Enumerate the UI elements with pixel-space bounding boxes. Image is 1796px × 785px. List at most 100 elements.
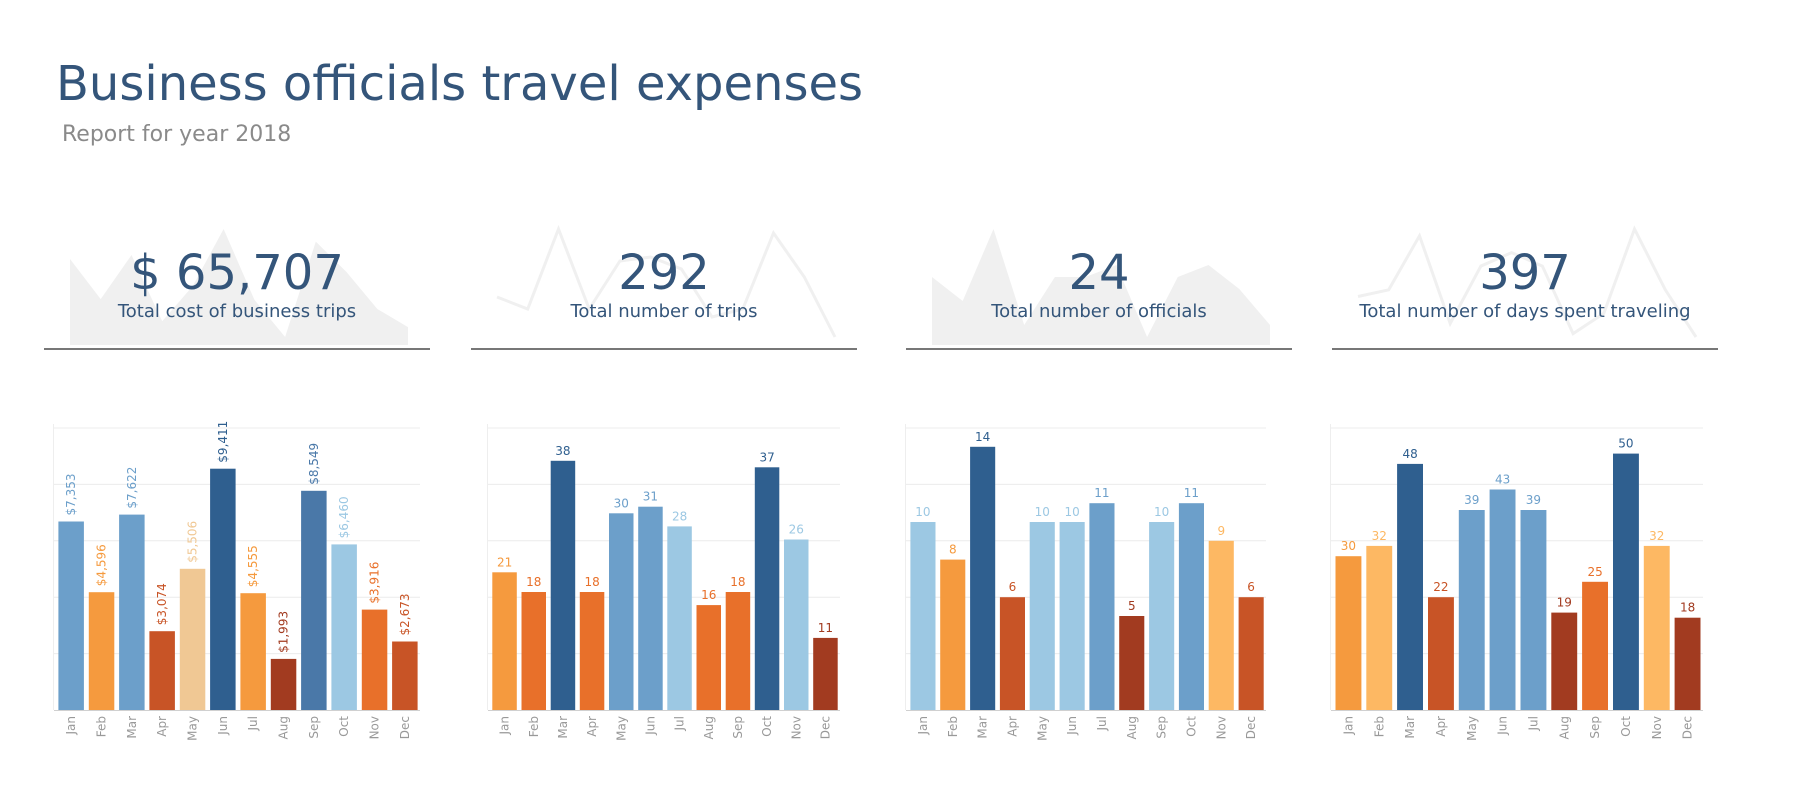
kpi-value: 397 (1479, 245, 1571, 301)
kpi-underline (471, 348, 857, 350)
data-label: 6 (1247, 580, 1255, 594)
bar-mar (1397, 463, 1423, 710)
bar-aug (1119, 616, 1145, 710)
x-tick-label: Nov (1214, 716, 1228, 739)
bar-aug (1551, 612, 1578, 710)
x-tick-label: Aug (1557, 716, 1571, 739)
bar-aug (696, 605, 721, 710)
data-label: $7,353 (64, 474, 78, 516)
data-label: 14 (975, 430, 990, 444)
bar-apr (1428, 597, 1454, 710)
data-label: 5 (1128, 599, 1136, 613)
kpi-sparkline (70, 229, 408, 345)
data-label: 50 (1618, 437, 1633, 451)
bar-jan (910, 522, 936, 710)
data-label: $3,916 (368, 562, 382, 604)
x-tick-label: Jun (643, 716, 657, 736)
sparkline-shape (496, 224, 837, 338)
data-label: 19 (1557, 596, 1572, 610)
bar-jan (1335, 556, 1362, 710)
bar-jul (240, 593, 266, 710)
kpi-underline (44, 348, 430, 350)
x-tick-label: Feb (527, 716, 541, 737)
data-label: 10 (915, 505, 930, 519)
data-label: 10 (1064, 505, 1079, 519)
bar-jul (667, 526, 692, 710)
bar-jan (58, 521, 84, 710)
x-tick-label: Jul (1095, 716, 1109, 731)
sparkline-shape (70, 229, 408, 345)
x-tick-label: Jul (673, 716, 687, 731)
kpi-label: Total number of days spent traveling (1359, 301, 1691, 322)
x-tick-label: May (1035, 716, 1049, 741)
data-label: 38 (555, 444, 570, 458)
data-label: 11 (818, 621, 833, 635)
data-label: 25 (1587, 565, 1602, 579)
chart-days-by-month: 30 Jan 32 Feb 48 Mar 22 Apr 39 May 43 Jun 39 Jul 19 Aug… (1330, 424, 1703, 741)
sparkline-shape (932, 229, 1270, 345)
x-tick-label: Sep (1155, 716, 1169, 739)
bar-jul (1520, 510, 1547, 710)
bar-feb (1366, 545, 1393, 710)
x-tick-label: Oct (760, 716, 774, 737)
bar-sep (301, 490, 327, 710)
x-tick-label: Oct (337, 716, 351, 737)
x-tick-label: Oct (1184, 716, 1198, 737)
bar-sep (1149, 522, 1175, 710)
x-tick-label: Dec (818, 716, 832, 739)
data-label: 32 (1649, 529, 1664, 543)
data-label: $3,074 (155, 583, 169, 625)
bar-jun (1059, 522, 1085, 710)
x-tick-label: Dec (398, 716, 412, 739)
x-tick-label: Aug (1125, 716, 1139, 739)
kpi-label: Total cost of business trips (117, 301, 357, 322)
x-tick-label: Aug (702, 716, 716, 739)
x-tick-label: Sep (307, 716, 321, 739)
bar-jul (1089, 503, 1115, 710)
data-label: 26 (789, 523, 804, 537)
bar-oct (1613, 453, 1639, 710)
data-label: 48 (1402, 447, 1417, 461)
data-label: 18 (1680, 601, 1695, 615)
bar-apr (579, 592, 605, 710)
bar-mar (550, 460, 576, 710)
x-tick-label: Jan (1341, 716, 1355, 736)
chart-trips-by-month: 21 Jan 18 Feb 38 Mar 18 Apr 30 May 31 Jun 28 Jul 16 Aug… (487, 424, 840, 741)
data-label: 10 (1035, 505, 1050, 519)
kpi-total-trips: 292 Total number of trips (471, 195, 857, 350)
kpi-total-officials: 24 Total number of officials (906, 195, 1292, 350)
data-label: 39 (1464, 493, 1479, 507)
bar-aug (270, 658, 297, 710)
kpi-sparkline (1357, 225, 1698, 338)
bar-feb (88, 592, 115, 710)
x-tick-label: Jul (1526, 716, 1540, 731)
kpi-value: 292 (618, 245, 710, 301)
data-label: $2,673 (398, 594, 412, 636)
bar-may (609, 513, 634, 710)
x-tick-label: Dec (1681, 716, 1695, 739)
x-tick-label: Jan (64, 716, 78, 736)
bar-apr (999, 597, 1025, 710)
x-tick-label: Jun (1065, 716, 1079, 736)
x-tick-label: May (186, 716, 200, 741)
data-label: $9,411 (216, 421, 230, 463)
x-tick-label: Jun (1496, 716, 1510, 736)
bar-jun (1489, 489, 1516, 710)
data-label: 39 (1526, 493, 1541, 507)
bar-oct (331, 544, 357, 710)
x-tick-label: Feb (946, 716, 960, 737)
kpi-value: $ 65,707 (130, 245, 344, 301)
x-tick-label: May (614, 716, 628, 741)
kpi-underline (906, 348, 1292, 350)
bar-sep (725, 592, 751, 710)
x-tick-label: Apr (1434, 716, 1448, 737)
x-tick-label: Jan (916, 716, 930, 736)
data-label: 16 (701, 588, 716, 602)
data-label: 11 (1094, 486, 1109, 500)
x-tick-label: Apr (585, 716, 599, 737)
bar-jan (492, 572, 517, 710)
x-tick-label: Jun (216, 716, 230, 736)
data-label: $4,555 (246, 545, 260, 587)
data-label: 18 (584, 575, 599, 589)
